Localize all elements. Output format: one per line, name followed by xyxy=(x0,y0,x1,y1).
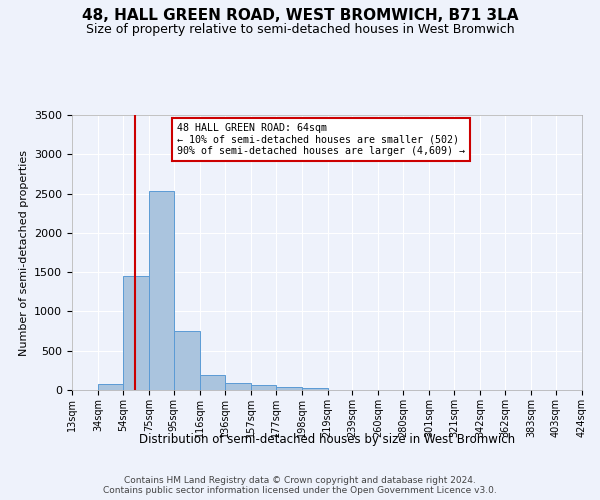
Bar xyxy=(200,375,224,390)
Bar xyxy=(275,387,302,390)
Bar xyxy=(174,331,200,390)
Y-axis label: Number of semi-detached properties: Number of semi-detached properties xyxy=(19,150,29,356)
Bar xyxy=(224,383,251,390)
Text: 48 HALL GREEN ROAD: 64sqm
← 10% of semi-detached houses are smaller (502)
90% of: 48 HALL GREEN ROAD: 64sqm ← 10% of semi-… xyxy=(176,123,464,156)
Bar xyxy=(251,386,275,390)
Bar xyxy=(123,276,149,390)
Text: Size of property relative to semi-detached houses in West Bromwich: Size of property relative to semi-detach… xyxy=(86,22,514,36)
Bar xyxy=(98,384,123,390)
Text: Contains HM Land Registry data © Crown copyright and database right 2024.
Contai: Contains HM Land Registry data © Crown c… xyxy=(103,476,497,495)
Text: 48, HALL GREEN ROAD, WEST BROMWICH, B71 3LA: 48, HALL GREEN ROAD, WEST BROMWICH, B71 … xyxy=(82,8,518,22)
Bar xyxy=(149,191,174,390)
Bar xyxy=(302,388,328,390)
Text: Distribution of semi-detached houses by size in West Bromwich: Distribution of semi-detached houses by … xyxy=(139,432,515,446)
